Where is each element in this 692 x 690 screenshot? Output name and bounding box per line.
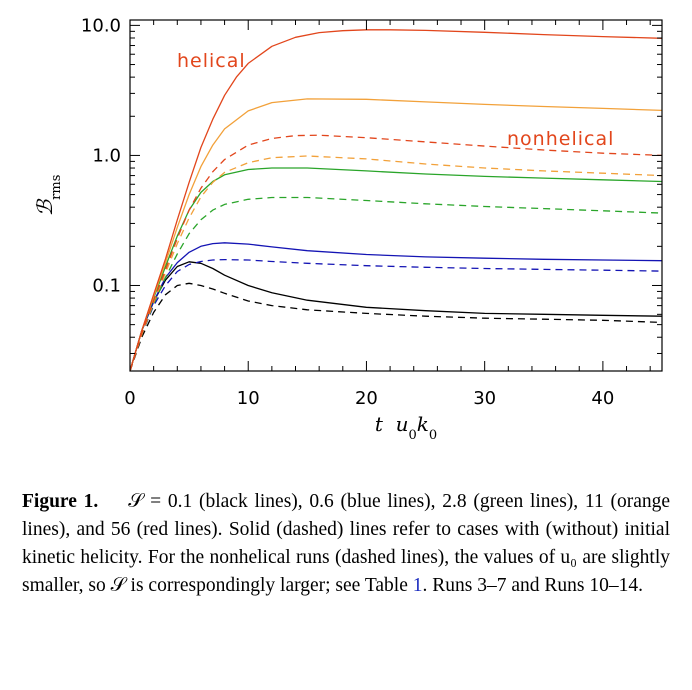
y-axis-title: ℬrms [33, 175, 64, 217]
series-line-2-solid [130, 242, 662, 371]
label-layer: 0 10 20 30 40 10.0 1.0 0.1 t u0k0 ℬrms helical nonh… [33, 15, 614, 442]
plot-frame [129, 19, 663, 372]
series-layer [130, 29, 662, 371]
series-line-3-dashed [130, 258, 662, 371]
chart: 0 10 20 30 40 10.0 1.0 0.1 t u0k0 ℬrms helical nonh… [33, 15, 663, 443]
series-line-9-dashed [130, 134, 662, 371]
series-line-7-dashed [130, 155, 662, 371]
y-tick-label: 10.0 [81, 15, 121, 36]
series-line-5-dashed [130, 196, 662, 371]
x-tick-label: 20 [355, 388, 378, 409]
series-line-0-solid [130, 261, 662, 371]
x-tick-label: 10 [237, 388, 260, 409]
caption-tail: . Runs 3–7 and Runs 10–14. [422, 575, 643, 596]
caption-text: 𝒮 = 0.1 (black lines), 0.6 (blue lines),… [22, 491, 670, 596]
figure-caption: Figure 1. 𝒮 = 0.1 (black lines), 0.6 (blu… [22, 488, 670, 600]
x-tick-label: 40 [591, 388, 614, 409]
series-line-4-solid [130, 167, 662, 371]
x-tick-label: 0 [124, 388, 135, 409]
tick-layer [130, 20, 662, 371]
series-line-6-solid [130, 98, 662, 371]
figure-label: Figure 1. [22, 491, 99, 512]
y-tick-label: 0.1 [92, 275, 121, 296]
annotation-helical: helical [177, 50, 246, 72]
x-axis-title: t u0k0 [375, 412, 437, 443]
annotation-nonhelical: nonhelical [507, 128, 614, 150]
y-tick-label: 1.0 [92, 145, 121, 166]
series-line-1-dashed [130, 282, 662, 371]
series-line-8-solid [130, 29, 662, 371]
table-reference-link[interactable]: 1 [412, 575, 423, 596]
x-tick-label: 30 [473, 388, 496, 409]
